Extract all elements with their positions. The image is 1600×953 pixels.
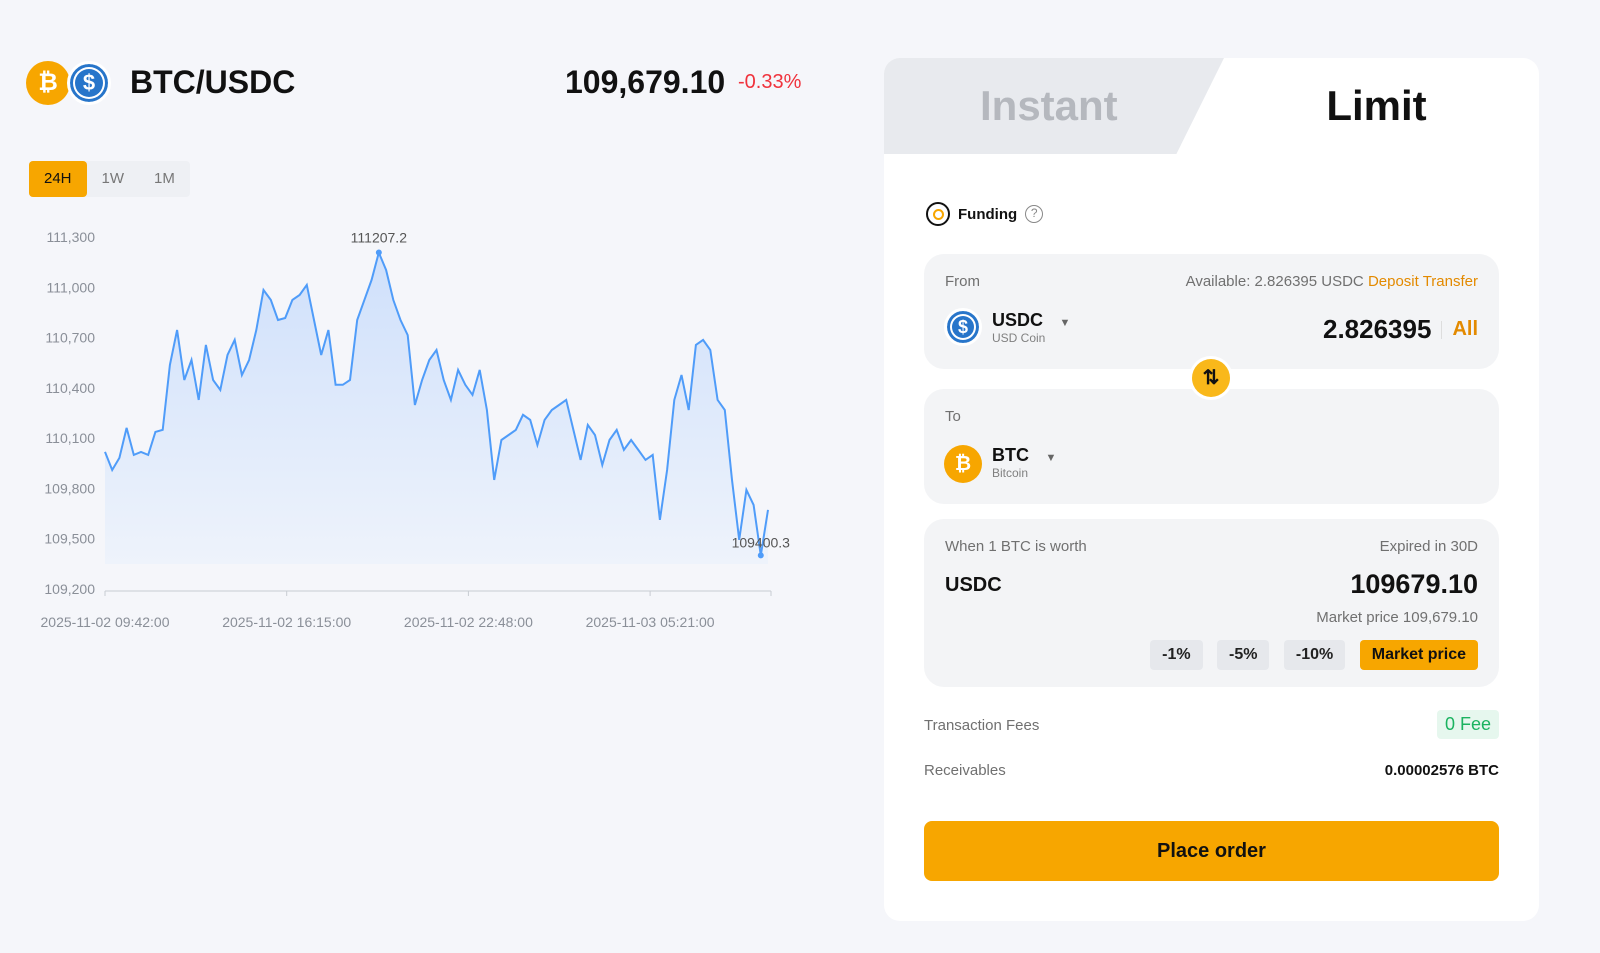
usdc-icon: $ bbox=[944, 308, 982, 346]
pair-title: BTC/USDC bbox=[130, 64, 296, 100]
limit-price-input[interactable]: 109679.10 bbox=[1350, 569, 1478, 599]
max-point bbox=[375, 249, 382, 256]
minus-5-percent-button[interactable]: -5% bbox=[1217, 640, 1270, 670]
transfer-link[interactable]: Transfer bbox=[1422, 273, 1478, 290]
to-section: To ₿ BTC ▼ Bitcoin bbox=[924, 389, 1499, 504]
x-tick-label: 2025-11-03 05:21:00 bbox=[586, 614, 715, 630]
range-24h[interactable]: 24H bbox=[29, 161, 87, 197]
last-price: 109,679.10 bbox=[565, 64, 726, 100]
x-tick-label: 2025-11-02 09:42:00 bbox=[41, 614, 170, 630]
available-balance: Available: 2.826395 USDC bbox=[1185, 273, 1364, 290]
chevron-down-icon: ▼ bbox=[1045, 452, 1057, 464]
to-label: To bbox=[945, 408, 961, 425]
bitcoin-icon: ₿ bbox=[26, 61, 70, 105]
y-tick-label: 111,000 bbox=[46, 279, 95, 295]
funding-label: Funding bbox=[958, 205, 1018, 223]
funding-icon bbox=[926, 202, 950, 226]
max-label: 111207.2 bbox=[351, 230, 408, 246]
order-panel: Instant Limit Funding ? From Available: … bbox=[884, 58, 1539, 921]
fee-badge: 0 Fee bbox=[1436, 710, 1499, 739]
place-order-button[interactable]: Place order bbox=[924, 821, 1499, 881]
usdc-icon: $ bbox=[67, 61, 111, 105]
swap-arrows-icon: ⇅ bbox=[1192, 359, 1230, 397]
from-name: USD Coin bbox=[992, 331, 1046, 345]
from-symbol: USDC bbox=[992, 310, 1044, 330]
expiry[interactable]: Expired in 30D bbox=[1379, 538, 1478, 555]
min-point bbox=[757, 552, 764, 559]
all-button[interactable]: All bbox=[1452, 318, 1478, 340]
price-area bbox=[105, 252, 768, 564]
market-price: Market price 109,679.10 bbox=[1316, 609, 1478, 626]
from-amount-input[interactable]: 2.826395 bbox=[1322, 314, 1432, 344]
price-line bbox=[104, 249, 769, 556]
range-1m[interactable]: 1M bbox=[154, 170, 175, 187]
min-label: 109400.3 bbox=[732, 534, 791, 550]
chevron-down-icon: ▼ bbox=[1059, 317, 1071, 329]
tab-limit[interactable]: Limit bbox=[1326, 82, 1427, 129]
limit-currency: USDC bbox=[945, 574, 1002, 596]
price-chart[interactable]: 111,300 111,000 110,700 110,400 110,100 109,8… bbox=[0, 220, 840, 640]
minus-1-percent-button[interactable]: -1% bbox=[1150, 640, 1203, 670]
limit-price-section: When 1 BTC is worth Expired in 30D USDC … bbox=[924, 519, 1499, 687]
market-price-button[interactable]: Market price bbox=[1359, 640, 1478, 670]
x-tick-label: 2025-11-02 16:15:00 bbox=[222, 614, 351, 630]
to-name: Bitcoin bbox=[992, 466, 1029, 480]
y-tick-label: 111,300 bbox=[46, 229, 95, 245]
to-asset-select[interactable]: BTC ▼ Bitcoin bbox=[992, 445, 1056, 480]
from-asset-select[interactable]: USDC ▼ USD Coin bbox=[992, 310, 1070, 345]
time-range-selector: 24H 1W 1M bbox=[29, 161, 190, 197]
fees-label: Transaction Fees bbox=[924, 717, 1040, 734]
deposit-link[interactable]: Deposit bbox=[1367, 273, 1419, 290]
x-tick-label: 2025-11-02 22:48:00 bbox=[404, 614, 533, 630]
y-tick-label: 109,800 bbox=[44, 480, 95, 496]
receivables-value: 0.00002576 BTC bbox=[1384, 762, 1499, 779]
from-section: From Available: 2.826395 USDC Deposit Tr… bbox=[924, 254, 1499, 369]
tab-instant[interactable]: Instant bbox=[884, 58, 1224, 154]
y-tick-label: 109,200 bbox=[44, 581, 95, 597]
y-tick-label: 110,700 bbox=[45, 330, 95, 346]
y-tick-label: 110,400 bbox=[45, 380, 95, 396]
divider bbox=[1441, 320, 1443, 339]
minus-10-percent-button[interactable]: -10% bbox=[1283, 640, 1346, 670]
from-label: From bbox=[945, 273, 980, 290]
swap-button[interactable]: ⇅ bbox=[1189, 356, 1233, 400]
bitcoin-icon: ₿ bbox=[944, 445, 982, 483]
help-icon[interactable]: ? bbox=[1025, 205, 1044, 223]
y-tick-label: 109,500 bbox=[44, 531, 95, 547]
range-1w[interactable]: 1W bbox=[101, 170, 125, 187]
funding-account[interactable]: Funding ? bbox=[926, 202, 1044, 226]
limit-label: When 1 BTC is worth bbox=[945, 538, 1087, 555]
receivables-label: Receivables bbox=[924, 762, 1006, 779]
to-symbol: BTC bbox=[992, 445, 1029, 465]
price-change: -0.33% bbox=[738, 71, 802, 93]
y-tick-label: 110,100 bbox=[45, 430, 95, 446]
